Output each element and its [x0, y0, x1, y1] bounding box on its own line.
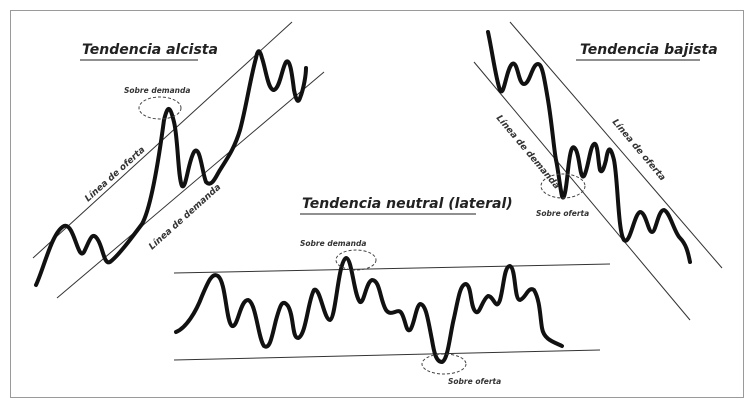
- uptrend-title: Tendencia alcista: [82, 42, 218, 58]
- uptrend-price-curve: [34, 49, 308, 287]
- sideways-title: Tendencia neutral (lateral): [302, 196, 513, 212]
- diagram-frame: [10, 10, 744, 398]
- downtrend-title: Tendencia bajista: [580, 42, 718, 58]
- sideways-support-line: [173, 349, 601, 361]
- downtrend-oversold-ellipse: [540, 173, 586, 199]
- sideways-resistance-line: [173, 263, 611, 274]
- downtrend-demand-line: [473, 61, 691, 321]
- sideways-price-curve: [174, 256, 564, 364]
- uptrend-demand-line: [56, 71, 325, 299]
- sideways-overbought-label: Sobre demanda: [300, 239, 366, 248]
- uptrend-overbought-label: Sobre demanda: [124, 86, 190, 95]
- downtrend-price-curve: [486, 30, 692, 264]
- sideways-overbought-ellipse: [335, 249, 377, 271]
- sideways-oversold-label: Sobre oferta: [448, 377, 501, 386]
- uptrend-overbought-ellipse: [138, 96, 182, 120]
- downtrend-supply-line-label: Línea de oferta: [610, 118, 667, 184]
- downtrend-supply-line: [509, 21, 723, 269]
- downtrend-panel: Tendencia bajista Sobre oferta Línea de …: [473, 21, 723, 321]
- uptrend-supply-line-label: Línea de oferta: [83, 145, 147, 204]
- downtrend-oversold-label: Sobre oferta: [536, 209, 589, 218]
- uptrend-demand-line-label: Línea de demanda: [147, 182, 223, 252]
- sideways-panel: Tendencia neutral (lateral) Sobre demand…: [173, 196, 611, 386]
- sideways-oversold-ellipse: [421, 353, 467, 375]
- uptrend-panel: Tendencia alcista Sobre demanda Línea de…: [32, 21, 325, 299]
